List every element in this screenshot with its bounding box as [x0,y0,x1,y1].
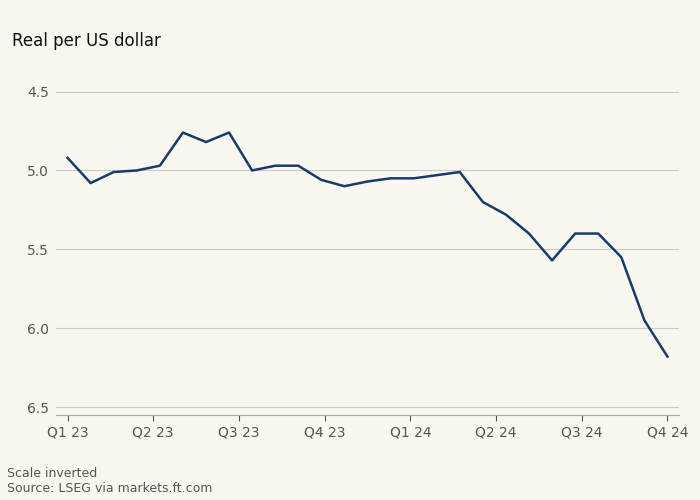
Text: Scale inverted
Source: LSEG via markets.ft.com: Scale inverted Source: LSEG via markets.… [7,467,212,495]
Text: Real per US dollar: Real per US dollar [13,32,161,50]
